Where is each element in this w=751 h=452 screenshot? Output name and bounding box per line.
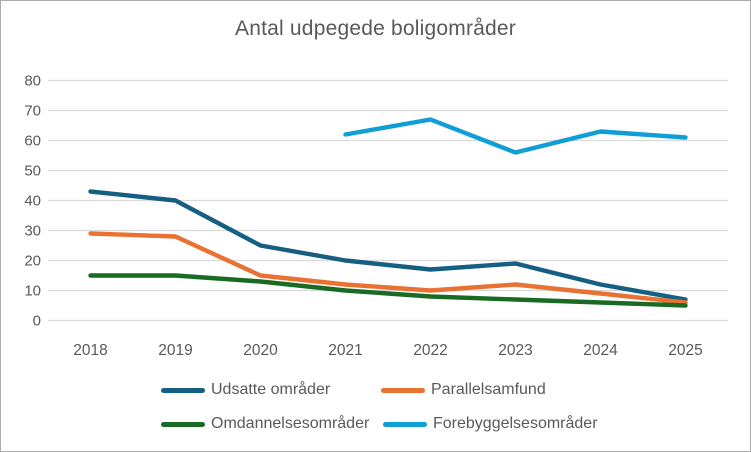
legend-item-forebyggelsesomr-der[interactable]: Forebyggelsesområder bbox=[383, 415, 598, 433]
legend-marker-icon bbox=[161, 421, 205, 427]
x-tick-label: 2019 bbox=[158, 342, 192, 359]
y-tick-label: 70 bbox=[24, 103, 41, 120]
legend-label: Parallelsamfund bbox=[431, 381, 546, 398]
series-line-udsatte-omr-der bbox=[88, 189, 688, 302]
y-tick-label: 60 bbox=[24, 133, 41, 150]
y-tick-label: 10 bbox=[24, 283, 41, 300]
legend-label: Forebyggelsesområder bbox=[433, 415, 598, 432]
x-tick-label: 2022 bbox=[413, 342, 447, 359]
x-tick-label: 2023 bbox=[498, 342, 532, 359]
x-tick-label: 2020 bbox=[243, 342, 278, 359]
y-tick-label: 50 bbox=[24, 163, 41, 180]
legend-marker-icon bbox=[383, 421, 427, 427]
chart-title: Antal udpegede boligområder bbox=[235, 17, 516, 40]
legend-item-parallelsamfund[interactable]: Parallelsamfund bbox=[381, 381, 546, 399]
legend-marker-icon bbox=[161, 387, 205, 393]
legend-label: Udsatte områder bbox=[211, 381, 331, 398]
legend-item-udsatte-omr-der[interactable]: Udsatte områder bbox=[161, 381, 330, 399]
y-tick-label: 40 bbox=[24, 193, 41, 210]
y-tick-label: 80 bbox=[24, 73, 41, 90]
y-tick-label: 20 bbox=[24, 253, 41, 270]
legend-marker-icon bbox=[381, 387, 425, 393]
y-tick-label: 0 bbox=[33, 313, 41, 330]
legend-label: Omdannelsesområder bbox=[211, 415, 370, 432]
x-tick-label: 2018 bbox=[73, 342, 107, 359]
series-line-forebyggelsesomr-der bbox=[343, 117, 688, 155]
x-tick-label: 2025 bbox=[668, 342, 702, 359]
x-tick-label: 2024 bbox=[583, 342, 618, 359]
legend-item-omdannelsesomr-der[interactable]: Omdannelsesområder bbox=[161, 415, 369, 433]
series-line-parallelsamfund bbox=[88, 231, 688, 305]
series-line-omdannelsesomr-der bbox=[88, 273, 688, 308]
x-tick-label: 2021 bbox=[328, 342, 362, 359]
y-tick-label: 30 bbox=[24, 223, 41, 240]
